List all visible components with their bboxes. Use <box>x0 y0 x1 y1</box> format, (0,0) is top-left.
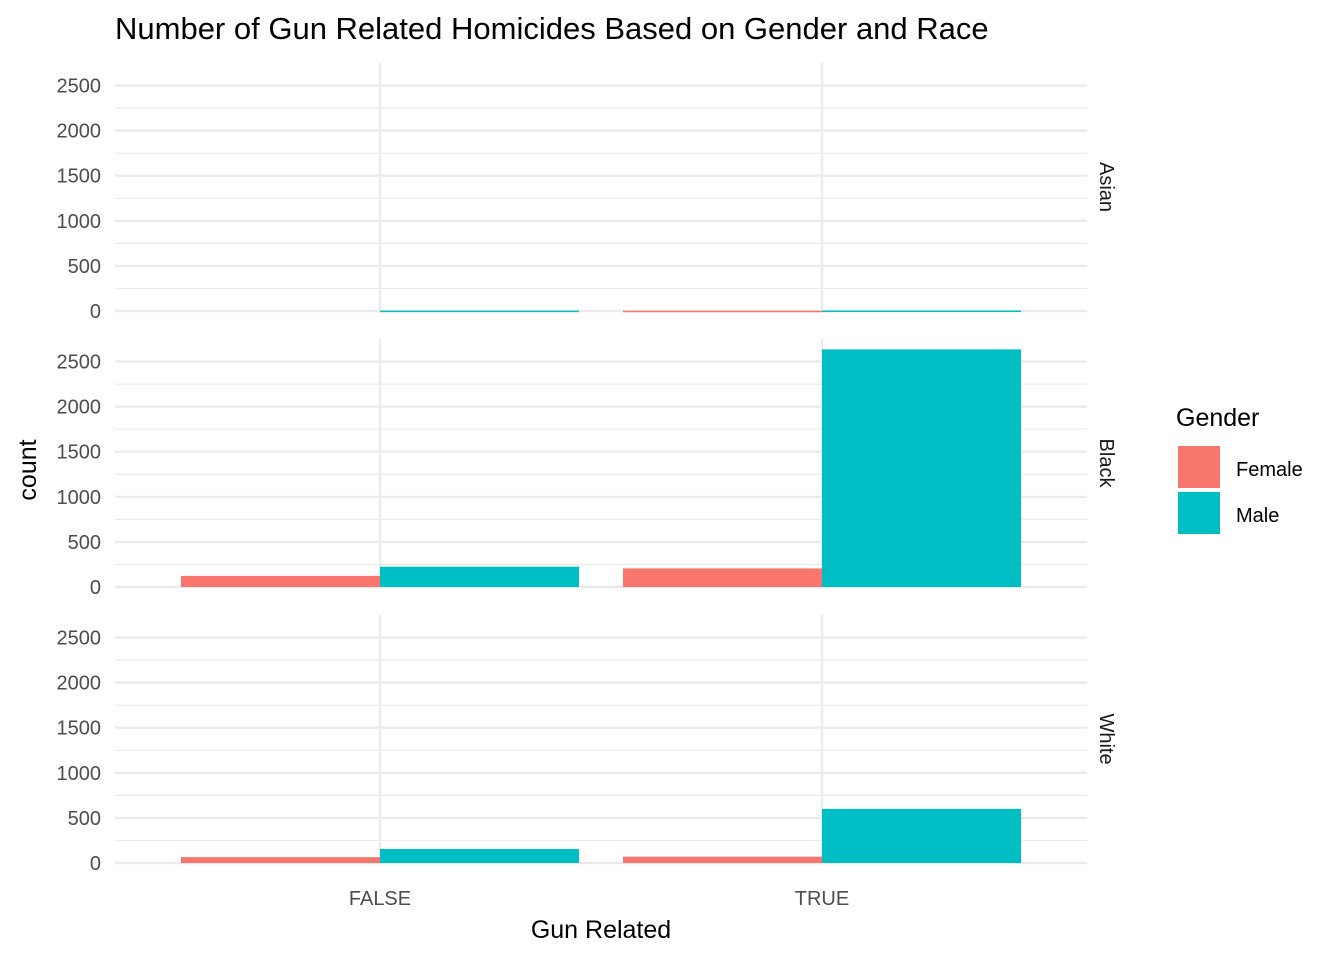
legend-key-female <box>1178 446 1220 488</box>
y-tick-label: 1000 <box>57 487 102 509</box>
y-tick-label: 0 <box>90 301 101 323</box>
facet-strip-label: White <box>1095 713 1117 764</box>
bar-black-male-true <box>822 349 1021 587</box>
bar-black-female-true <box>623 568 822 587</box>
bar-asian-female-true <box>623 310 822 313</box>
x-tick-label: TRUE <box>795 888 849 910</box>
bar-white-female-true <box>623 856 822 863</box>
y-tick-label: 0 <box>90 853 101 875</box>
facet-panel-white: 0 500 1000 1500 2000 2500 White <box>57 615 1117 875</box>
bar-asian-male-false <box>380 310 579 313</box>
y-tick-label: 2000 <box>57 397 102 419</box>
facet-panels: 0 500 1000 1500 2000 2500 Asian 0 500 1000 1500 200… <box>57 63 1117 875</box>
y-tick-label: 1000 <box>57 763 102 785</box>
y-tick-label: 1000 <box>57 211 102 233</box>
y-tick-label: 500 <box>68 256 101 278</box>
y-tick-label: 2500 <box>57 76 102 98</box>
facet-panel-black: 0 500 1000 1500 2000 2500 Black <box>57 339 1117 599</box>
y-tick-label: 1500 <box>57 166 102 188</box>
bar-white-male-false <box>380 849 579 863</box>
y-axis-title: count <box>14 439 42 500</box>
y-tick-label: 500 <box>68 532 101 554</box>
bar-black-male-false <box>380 566 579 587</box>
y-tick-label: 2500 <box>57 352 102 374</box>
legend: Gender Female Male <box>1176 404 1303 534</box>
bar-white-female-false <box>181 857 380 863</box>
y-tick-label: 2000 <box>57 121 102 143</box>
legend-label-female: Female <box>1236 459 1303 481</box>
chart-title: Number of Gun Related Homicides Based on… <box>115 11 989 46</box>
bar-black-female-false <box>181 575 380 587</box>
legend-key-male <box>1178 492 1220 534</box>
facet-panel-asian: 0 500 1000 1500 2000 2500 Asian <box>57 63 1117 323</box>
x-axis-title: Gun Related <box>531 916 671 944</box>
facet-strip-label: Asian <box>1095 162 1117 212</box>
y-tick-label: 1500 <box>57 718 102 740</box>
y-tick-label: 0 <box>90 577 101 599</box>
y-tick-label: 2500 <box>57 628 102 650</box>
y-tick-label: 500 <box>68 808 101 830</box>
y-tick-label: 2000 <box>57 673 102 695</box>
y-tick-label: 1500 <box>57 442 102 464</box>
legend-label-male: Male <box>1236 505 1279 527</box>
bar-asian-male-true <box>822 310 1021 313</box>
legend-title: Gender <box>1176 404 1259 432</box>
facet-strip-label: Black <box>1095 439 1117 489</box>
x-tick-label: FALSE <box>349 888 411 910</box>
bar-white-male-true <box>822 808 1021 863</box>
x-axis: FALSE TRUE <box>349 888 849 910</box>
